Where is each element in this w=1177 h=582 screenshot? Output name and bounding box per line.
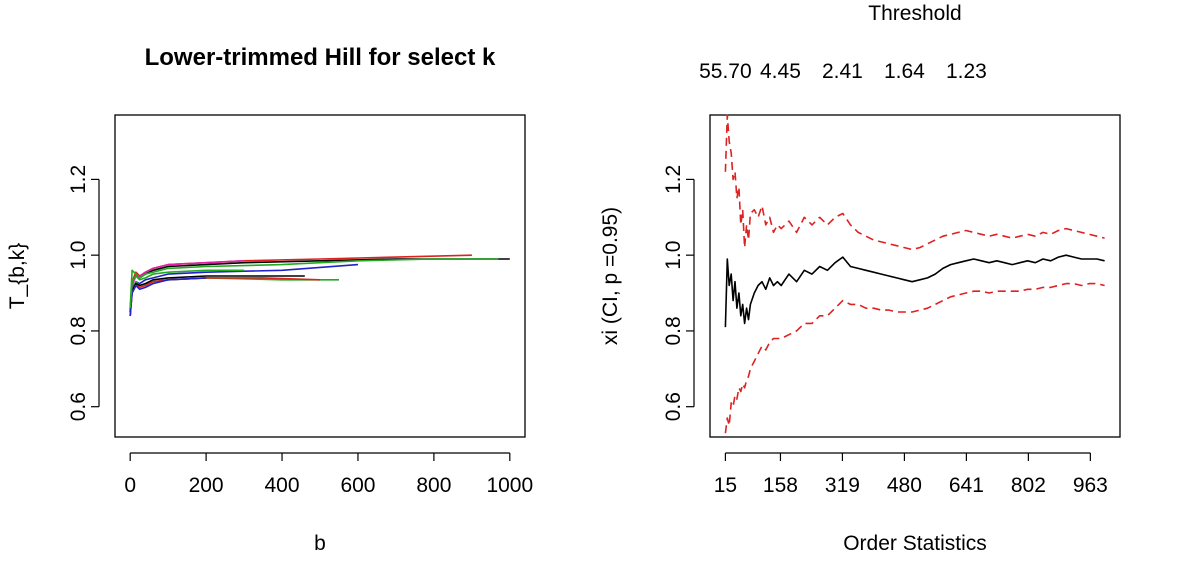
right-y-tick-label: 1.2 xyxy=(662,165,685,194)
right-x-tick-label: 641 xyxy=(949,474,984,497)
left-chart: Lower-trimmed Hill for select k 0 200 400 6… xyxy=(6,44,533,555)
left-x-axis-label: b xyxy=(314,532,326,555)
left-y-axis: 0.6 0.8 1.0 1.2 xyxy=(67,165,100,421)
right-x-tick-label: 15 xyxy=(714,474,737,497)
left-x-tick-label: 800 xyxy=(416,474,451,497)
right-x-tick-label: 802 xyxy=(1011,474,1046,497)
left-series-line-8 xyxy=(129,277,207,316)
right-y-tick-label: 0.8 xyxy=(662,316,685,345)
right-top-tick-label: 2.41 xyxy=(822,60,863,83)
left-y-tick-label: 1.0 xyxy=(67,241,90,270)
right-series-line-estimate xyxy=(724,254,1105,328)
left-series-line-3 xyxy=(129,263,359,313)
left-series-line-5 xyxy=(129,277,339,313)
right-x-tick-label: 963 xyxy=(1073,474,1108,497)
right-top-tick-label: 1.64 xyxy=(884,60,925,83)
left-y-axis-label: T_{b,k} xyxy=(6,243,29,310)
right-y-tick-label: 1.0 xyxy=(662,241,685,270)
right-series-line-upper xyxy=(724,114,1105,251)
left-x-tick-label: 600 xyxy=(340,474,375,497)
left-plot-frame xyxy=(114,114,526,438)
right-y-tick-label: 0.6 xyxy=(662,392,685,421)
left-y-tick-label: 1.2 xyxy=(67,165,90,194)
right-x-axis: 15 158 319 480 641 802 963 xyxy=(714,452,1108,497)
left-series-line-4 xyxy=(129,260,245,316)
left-y-tick-label: 0.6 xyxy=(67,392,90,421)
right-x-axis-label: Order Statistics xyxy=(843,532,987,555)
left-series-line-2 xyxy=(129,258,499,309)
left-x-tick-label: 400 xyxy=(265,474,300,497)
right-series-group xyxy=(724,114,1105,434)
right-x-tick-label: 480 xyxy=(887,474,922,497)
right-x-tick-label: 319 xyxy=(825,474,860,497)
left-series-line-9 xyxy=(129,269,245,309)
right-y-axis: 0.6 0.8 1.0 1.2 xyxy=(662,165,695,421)
left-x-tick-label: 200 xyxy=(189,474,224,497)
right-top-axis: 55.70 4.45 2.41 1.64 1.23 xyxy=(699,60,987,83)
right-top-axis-title: Threshold xyxy=(868,2,961,25)
right-chart: Threshold 15 158 319 480 641 802 963 55.70 4.45… xyxy=(599,2,1121,555)
left-series-line-7 xyxy=(129,277,321,316)
left-x-axis: 0 200 400 600 800 1000 xyxy=(124,452,533,497)
right-series-line-lower xyxy=(724,282,1105,434)
right-plot-frame xyxy=(709,114,1121,438)
left-series-line-6 xyxy=(129,275,305,313)
left-x-tick-label: 1000 xyxy=(486,474,533,497)
right-top-tick-label: 4.45 xyxy=(760,60,801,83)
left-series-group xyxy=(129,254,510,316)
left-chart-title: Lower-trimmed Hill for select k xyxy=(145,44,496,71)
right-top-tick-label: 1.23 xyxy=(946,60,987,83)
left-x-tick-label: 0 xyxy=(124,474,136,497)
right-y-axis-label: xi (CI, p =0.95) xyxy=(599,207,622,345)
right-x-tick-label: 158 xyxy=(763,474,798,497)
left-y-tick-label: 0.8 xyxy=(67,316,90,345)
right-top-tick-label: 55.70 xyxy=(699,60,752,83)
